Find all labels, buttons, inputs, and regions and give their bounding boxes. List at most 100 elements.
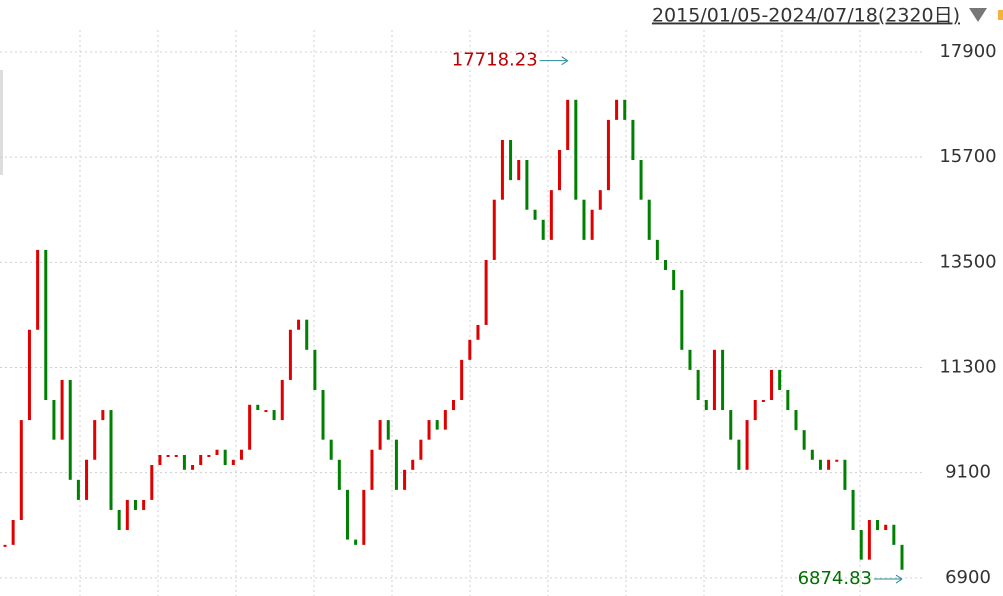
candle (500, 139, 504, 200)
candle (362, 489, 366, 545)
dropdown-arrow[interactable] (969, 8, 987, 22)
y-tick-label: 15700 (939, 146, 996, 167)
candle (166, 454, 170, 457)
candle (248, 404, 252, 450)
candle (867, 519, 871, 560)
candle (802, 430, 806, 450)
candle (533, 209, 537, 220)
candle (191, 465, 195, 470)
candle (27, 329, 31, 421)
candle (680, 290, 684, 350)
y-tick-label: 9100 (945, 462, 991, 483)
candle (272, 410, 276, 421)
candle (419, 439, 423, 460)
candle (321, 389, 325, 440)
annotation-label: 6874.83 (798, 568, 872, 589)
candle (239, 449, 243, 460)
candle (182, 454, 186, 470)
candle (443, 410, 447, 430)
candle (280, 379, 284, 421)
candle (876, 519, 880, 531)
y-tick-label: 13500 (939, 251, 996, 272)
arrow-head (895, 574, 903, 584)
candle (345, 489, 349, 540)
candle (223, 449, 227, 466)
candle (549, 190, 553, 240)
candle (851, 489, 855, 531)
candle (509, 139, 513, 181)
candle (85, 459, 89, 500)
candle (354, 539, 358, 545)
candle (827, 459, 831, 470)
candle (476, 324, 480, 340)
candle (778, 369, 782, 390)
candle (541, 219, 545, 240)
candle (468, 339, 472, 360)
candle (704, 400, 708, 411)
candle (52, 400, 56, 440)
edge-icon (998, 10, 1003, 20)
candle (582, 199, 586, 240)
date-range[interactable]: 2015/01/05-2024/07/18(2320日) (652, 5, 960, 27)
candle (288, 329, 292, 380)
candle (712, 349, 716, 411)
candle (231, 459, 235, 466)
candle (142, 499, 146, 510)
candle (639, 160, 643, 200)
candle (313, 349, 317, 390)
candle (484, 259, 488, 325)
candle (125, 499, 129, 531)
candle (696, 369, 700, 401)
candle (117, 509, 121, 531)
annotation-label: 17718.23 (452, 50, 538, 71)
candle (207, 454, 211, 457)
side-handle (0, 70, 3, 175)
candle (199, 454, 203, 466)
candle (460, 359, 464, 401)
candle (794, 410, 798, 431)
candle (11, 519, 15, 545)
candle (158, 454, 162, 466)
candle (884, 524, 888, 531)
candle (525, 160, 529, 210)
candle (68, 379, 72, 480)
candle (337, 459, 341, 490)
candle (215, 449, 219, 455)
candle (517, 160, 521, 181)
candle (101, 410, 105, 421)
candle (76, 479, 80, 500)
candle (264, 410, 268, 413)
candle (394, 439, 398, 490)
candle (386, 420, 390, 440)
candle (900, 544, 904, 570)
candle (133, 499, 137, 510)
candle (378, 420, 382, 450)
candle (672, 269, 676, 291)
y-tick-label: 17900 (939, 41, 996, 62)
candle (729, 410, 733, 440)
candle (892, 524, 896, 545)
candle (859, 530, 863, 560)
candle (256, 404, 260, 411)
candle (688, 349, 692, 370)
candle (753, 400, 757, 421)
candle (558, 149, 562, 191)
candle (598, 190, 602, 210)
candle (452, 400, 455, 411)
candle (3, 544, 7, 547)
candle (786, 389, 790, 411)
candle (411, 459, 415, 470)
candle (174, 454, 178, 457)
arrow-head (561, 56, 568, 66)
candle (761, 400, 765, 403)
candle (36, 249, 40, 330)
candle (19, 420, 23, 520)
y-tick-label: 6900 (945, 567, 991, 588)
candle (770, 369, 774, 401)
candle (60, 379, 64, 440)
candle (305, 319, 309, 350)
candle (435, 420, 439, 430)
candle (427, 420, 431, 440)
